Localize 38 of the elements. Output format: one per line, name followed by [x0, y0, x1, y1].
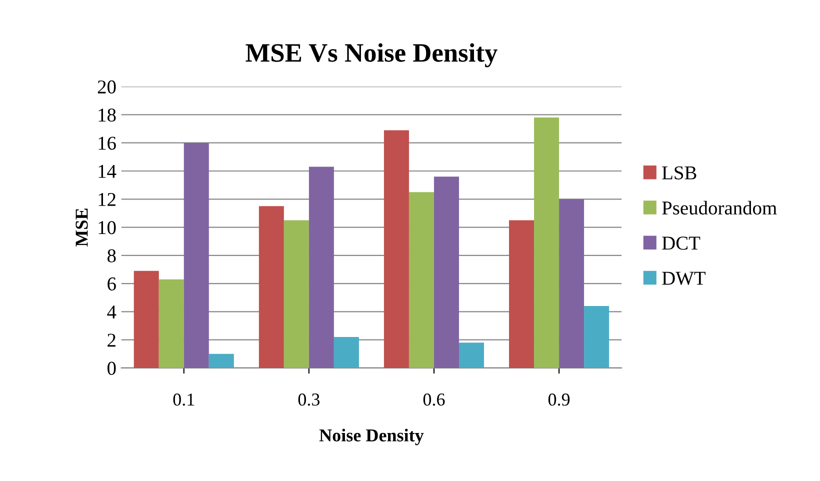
- bar: [184, 142, 209, 368]
- y-tick-label: 2: [108, 334, 116, 347]
- legend-label: LSB: [662, 166, 696, 180]
- bar: [384, 130, 409, 368]
- y-tick-label: 6: [108, 277, 116, 290]
- bar: [284, 220, 309, 368]
- legend-label: DCT: [662, 236, 700, 250]
- bar: [534, 118, 560, 368]
- bar: [158, 279, 184, 368]
- legend-label: DWT: [662, 272, 706, 285]
- bar: [584, 306, 610, 368]
- y-tick-label: 20: [98, 80, 116, 94]
- y-axis-title: MSE: [76, 208, 88, 247]
- y-tick-label: 18: [98, 108, 116, 122]
- x-axis-title: Noise Density: [319, 428, 424, 446]
- bar: [458, 342, 484, 368]
- bar: [509, 220, 534, 368]
- y-tick-label: 4: [107, 306, 116, 318]
- bar: [334, 337, 359, 368]
- x-tick-label: 0.6: [423, 393, 445, 406]
- chart-title: MSE Vs Noise Density: [246, 43, 498, 68]
- bar: [559, 199, 584, 368]
- bar: [258, 206, 284, 368]
- legend-label: Pseudorandom: [662, 200, 777, 215]
- bar: [134, 270, 159, 368]
- bar: [408, 192, 434, 368]
- bar: [434, 176, 459, 368]
- x-tick-label: 0.3: [298, 393, 320, 406]
- y-tick-label: 14: [98, 164, 116, 178]
- y-tick-label: 12: [98, 193, 116, 206]
- y-tick-label: 0: [108, 362, 116, 375]
- bar: [308, 166, 334, 368]
- bar: [208, 354, 234, 368]
- x-tick-label: 0.1: [173, 393, 194, 406]
- x-tick-label: 0.9: [548, 393, 570, 406]
- y-tick-label: 16: [98, 136, 116, 150]
- y-tick-label: 8: [108, 249, 116, 262]
- y-tick-label: 10: [98, 221, 116, 234]
